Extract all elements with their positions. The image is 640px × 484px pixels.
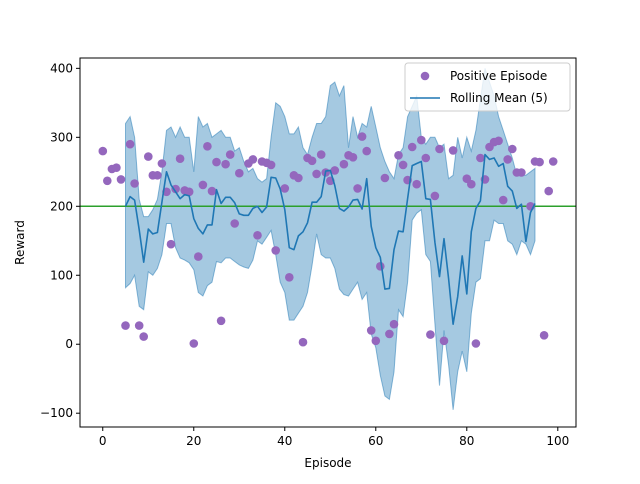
data-point [494,136,503,146]
data-point [307,156,317,166]
data-point [362,146,372,156]
data-point [235,168,244,178]
data-point [357,132,367,141]
data-point [544,186,553,196]
data-point [230,219,239,228]
data-point [184,187,194,197]
data-point [316,150,326,159]
data-point [157,159,167,168]
data-point [498,195,508,205]
x-tick-label: 20 [186,434,201,448]
legend-marker-positive-episode [420,71,430,81]
data-point [285,273,294,282]
data-point [417,135,426,145]
y-axis-label: Reward [13,220,27,265]
data-point [476,153,485,163]
data-point [380,173,390,183]
data-point [471,339,481,348]
legend-box [404,62,571,112]
data-point [103,176,112,186]
data-point [225,150,235,159]
data-point [153,171,162,180]
data-point [212,157,221,167]
data-point [353,184,362,193]
data-point [116,175,126,184]
data-point [139,332,148,341]
legend-label-positive-episode: Positive Episode [450,69,547,83]
data-point [312,169,321,179]
legend: Positive Episode Rolling Mean (5) [404,62,571,112]
data-point [330,166,340,175]
data-point [125,139,135,149]
data-point [371,336,381,346]
data-point [189,339,199,348]
data-point [144,152,153,161]
data-point [221,159,230,169]
data-point [421,153,431,163]
data-point [280,184,290,193]
data-point [339,159,349,169]
data-point [166,239,176,249]
data-point [294,173,303,183]
data-point [216,316,226,326]
y-tick-label: 200 [50,199,73,213]
data-point [271,246,281,255]
data-point [389,319,399,329]
data-point [207,186,217,196]
data-point [467,179,476,189]
data-point [426,330,435,339]
data-point [248,155,258,164]
y-tick-label: 300 [50,130,73,144]
data-point [266,160,276,170]
data-point [348,153,358,162]
data-point [366,326,376,335]
y-tick-label: 0 [65,337,73,351]
data-point [435,144,444,154]
data-point [130,179,139,188]
data-point [175,154,185,163]
y-tick-label: 100 [50,268,73,282]
data-point [394,151,403,160]
x-tick-label: 100 [546,434,569,448]
data-point [194,252,203,261]
data-point [385,329,394,339]
data-point [98,146,108,156]
data-point [539,331,549,340]
rolling-mean-line [124,153,536,326]
data-point [398,160,408,170]
data-point [134,321,144,330]
data-point [548,157,558,166]
data-point [430,191,440,201]
data-point [171,184,180,194]
y-tick-label: 400 [50,61,73,75]
data-point [198,180,208,190]
data-point [376,262,385,271]
data-point [517,168,526,177]
data-point [412,179,422,189]
x-tick-label: 0 [99,434,107,448]
x-axis-label: Episode [304,456,351,470]
data-point [439,336,449,346]
data-point [448,146,458,155]
x-tick-label: 80 [459,434,474,448]
data-point [298,337,308,347]
axes-frame [79,57,577,428]
data-point [508,144,517,154]
data-point [503,155,512,164]
data-point [407,142,417,152]
data-point [121,321,130,330]
data-point [112,163,121,172]
data-point [535,157,544,167]
data-point [203,142,212,151]
data-point [253,231,262,240]
x-tick-label: 40 [277,434,292,448]
legend-label-rolling-mean: Rolling Mean (5) [450,91,548,105]
x-tick-label: 60 [368,434,383,448]
y-tick-label: −100 [40,406,73,420]
